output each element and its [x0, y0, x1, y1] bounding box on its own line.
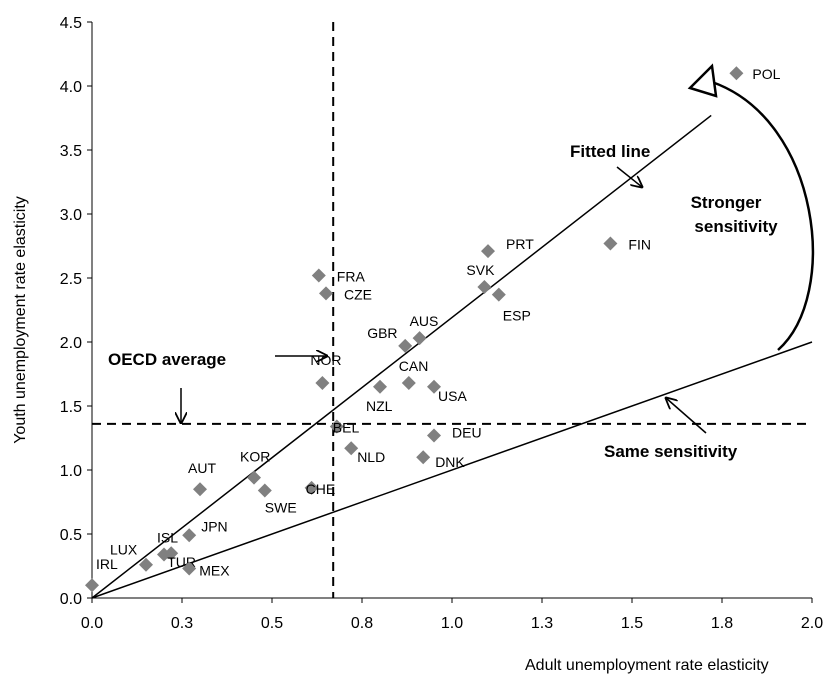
axis-ticks: 0.0 0.3 0.5 0.8 1.0 1.3 1.5 1.8 2.0 0.0 0.5 1.0 1.5 2… [60, 15, 823, 632]
stronger-sensitivity-arrowhead [687, 63, 718, 98]
data-point-aus [412, 331, 427, 346]
plot-frame [91, 22, 812, 599]
data-point-label-jpn: JPN [201, 518, 227, 534]
data-points: IRLLUXISLTURMEXJPNAUTKORSWECHEFRACZENORB… [85, 66, 781, 593]
data-point-bel [329, 419, 344, 434]
data-point-swe [257, 483, 272, 498]
data-point-svk [477, 279, 492, 294]
data-point-label-pol: POL [752, 66, 780, 82]
oecd-average-lines [92, 22, 812, 598]
series-lines [91, 114, 813, 599]
y-tick-label: 4.5 [60, 15, 82, 32]
data-point-label-nld: NLD [357, 449, 385, 465]
data-point-gbr [398, 338, 413, 353]
data-point-label-cze: CZE [344, 286, 372, 302]
annotations: Fitted line Same sensitivity OECD averag… [108, 63, 814, 461]
data-point-label-deu: DEU [452, 424, 482, 440]
data-point-label-aus: AUS [410, 313, 439, 329]
data-point-label-che: CHE [306, 481, 336, 497]
data-point-prt [481, 244, 495, 259]
x-tick-label: 2.0 [801, 615, 823, 632]
x-tick-label: 0.8 [351, 615, 373, 632]
data-point-usa [427, 379, 441, 394]
same-sensitivity-line [91, 341, 813, 599]
data-point-mex [182, 561, 197, 576]
data-point-label-gbr: GBR [367, 325, 397, 341]
same-sensitivity-pointer [666, 398, 707, 434]
x-tick-label: 0.3 [171, 615, 193, 632]
data-point-label-kor: KOR [240, 449, 270, 465]
data-point-nor [315, 375, 330, 390]
fitted-line-label: Fitted line [570, 142, 650, 161]
oecd-average-label: OECD average [108, 350, 226, 369]
data-point-label-swe: SWE [265, 499, 297, 515]
data-point-nld [344, 441, 359, 456]
data-point-irl [85, 578, 99, 593]
y-tick-label: 0.0 [60, 591, 82, 608]
y-tick-label: 3.5 [60, 143, 82, 160]
data-point-fin [603, 236, 618, 251]
x-axis-title: Adult unemployment rate elasticity [525, 657, 769, 674]
data-point-label-irl: IRL [96, 556, 118, 572]
fitted-line-line [91, 114, 712, 599]
y-tick-label: 1.5 [60, 399, 82, 416]
data-point-deu [427, 428, 441, 443]
data-point-kor [247, 470, 261, 485]
y-tick-label: 2.5 [60, 271, 82, 288]
y-tick-label: 3.0 [60, 207, 82, 224]
x-tick-label: 0.5 [261, 615, 283, 632]
data-point-label-bel: BEL [333, 419, 360, 435]
data-point-label-can: CAN [399, 358, 429, 374]
x-tick-label: 1.5 [621, 615, 643, 632]
data-point-jpn [182, 528, 197, 543]
data-point-tur [164, 546, 179, 561]
y-tick-label: 2.0 [60, 335, 82, 352]
data-point-label-mex: MEX [199, 563, 230, 579]
data-point-aut [193, 482, 207, 497]
data-point-label-prt: PRT [506, 236, 534, 252]
data-point-pol [729, 66, 744, 81]
x-tick-label: 1.0 [441, 615, 463, 632]
data-point-che [304, 480, 319, 495]
x-tick-label: 0.0 [81, 615, 103, 632]
data-point-dnk [416, 450, 431, 465]
data-point-can [401, 375, 416, 390]
y-tick-label: 4.0 [60, 79, 82, 96]
stronger-sensitivity-label-2: sensitivity [694, 217, 778, 236]
data-point-label-usa: USA [438, 388, 467, 404]
data-point-cze [319, 286, 333, 301]
data-point-label-isl: ISL [157, 529, 178, 545]
data-point-label-lux: LUX [110, 542, 138, 558]
data-point-label-esp: ESP [503, 308, 531, 324]
data-point-label-dnk: DNK [435, 454, 465, 470]
data-point-label-fin: FIN [628, 236, 651, 252]
data-point-label-aut: AUT [188, 460, 216, 476]
same-sensitivity-label: Same sensitivity [604, 442, 738, 461]
fitted-line-pointer [616, 166, 642, 187]
y-tick-label: 0.5 [60, 527, 82, 544]
stronger-sensitivity-curve-arrow [711, 80, 814, 351]
data-point-label-fra: FRA [337, 268, 366, 284]
data-point-label-nor: NOR [310, 352, 341, 368]
x-tick-label: 1.3 [531, 615, 553, 632]
x-tick-label: 1.8 [711, 615, 733, 632]
stronger-sensitivity-label-1: Stronger [691, 193, 762, 212]
data-point-label-nzl: NZL [366, 398, 393, 414]
data-point-nzl [373, 379, 387, 394]
data-point-fra [311, 268, 326, 283]
y-axis-title: Youth unemployment rate elasticity [12, 196, 29, 444]
data-point-label-svk: SVK [466, 262, 495, 278]
y-tick-label: 1.0 [60, 463, 82, 480]
data-point-esp [491, 287, 506, 302]
data-point-lux [139, 557, 153, 572]
